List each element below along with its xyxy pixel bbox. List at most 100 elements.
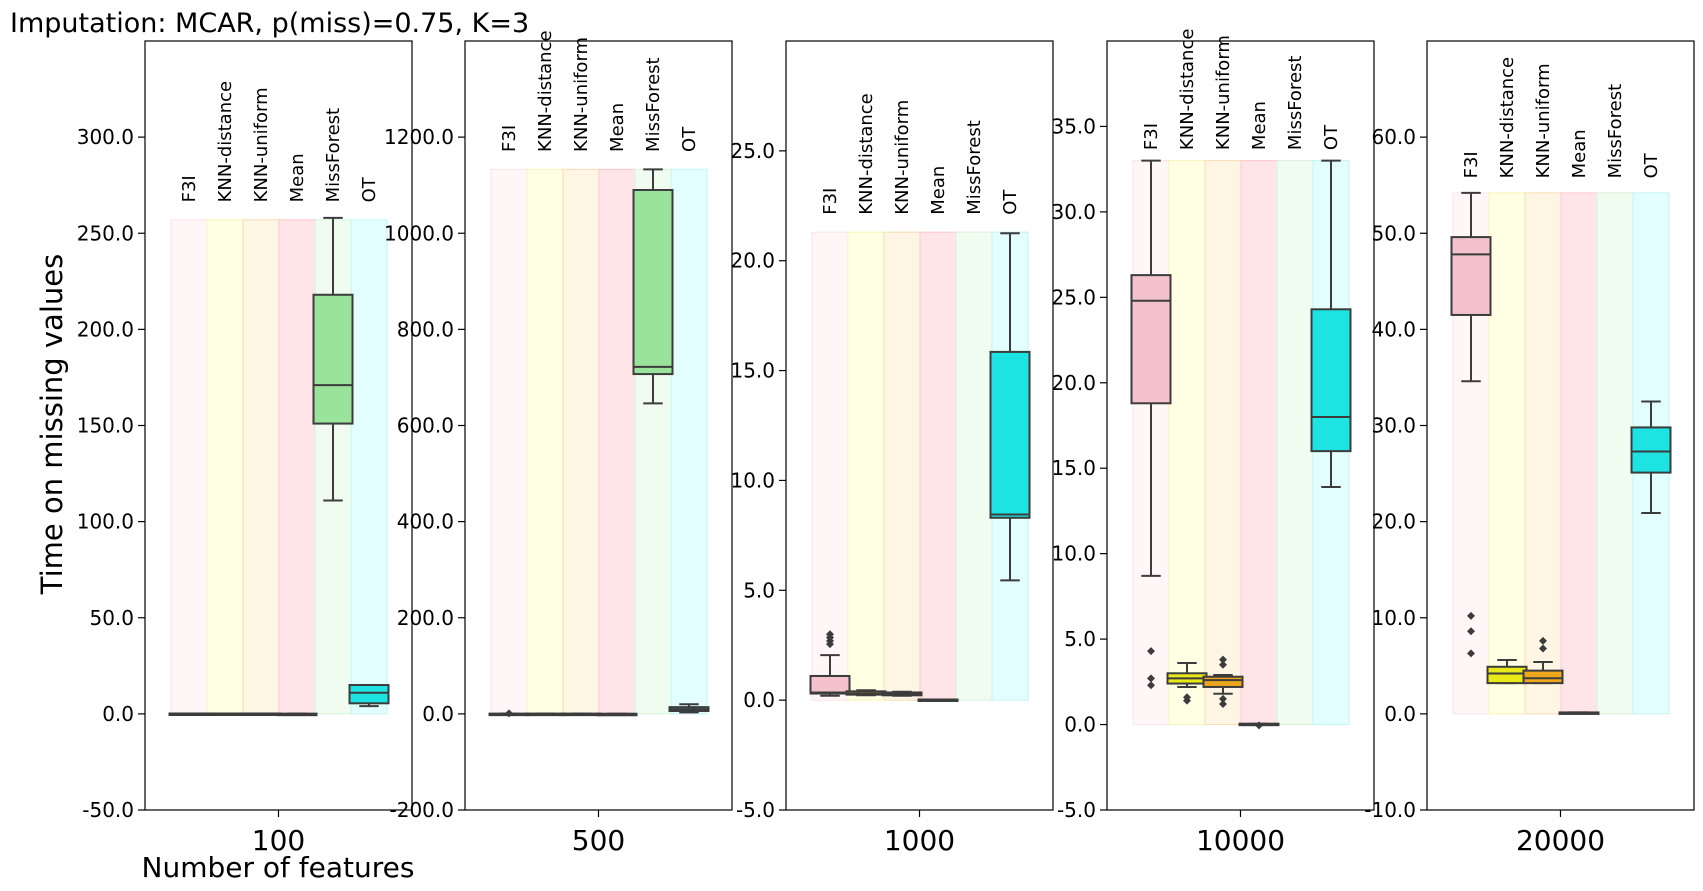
outlier-point: [1539, 644, 1547, 653]
box-f3i: [809, 674, 851, 695]
y-tick-label: 50.0: [89, 606, 134, 630]
box-knn-uniform: [1522, 669, 1564, 685]
outlier-point: [1255, 721, 1263, 730]
y-tick-label: 10.0: [730, 468, 775, 492]
band-knn-uniform: [883, 231, 921, 701]
band-knn-uniform: [242, 219, 280, 715]
outlier-point: [1219, 655, 1227, 664]
method-label: Mean: [1249, 101, 1270, 150]
box-ot: [1310, 308, 1352, 453]
y-tick-label: 400.0: [397, 510, 454, 534]
box-knn-uniform: [1202, 675, 1244, 688]
band-missforest: [1596, 192, 1634, 715]
method-label: OT: [1641, 152, 1662, 178]
panel-10000: F3I KNN-distance KNN-uniform Mean MissForest…: [1051, 29, 1375, 857]
method-label: F3I: [499, 125, 520, 152]
y-tick-label: 1200.0: [384, 125, 454, 149]
method-label: Mean: [1569, 129, 1590, 178]
y-tick-label: 5.0: [743, 578, 775, 602]
band-f3i: [811, 231, 849, 701]
y-tick-label: 600.0: [397, 414, 454, 438]
outlier-point: [1183, 693, 1191, 702]
method-label: MissForest: [1605, 84, 1626, 179]
y-tick-label: -50.0: [82, 798, 134, 822]
method-label: OT: [359, 176, 380, 202]
y-tick-label: 250.0: [77, 221, 134, 245]
panel-500: F3I KNN-distance KNN-uniform Mean MissForest…: [384, 30, 733, 857]
band-mean: [919, 231, 957, 701]
method-label: OT: [679, 126, 700, 152]
x-tick-label: 10000: [1196, 824, 1285, 857]
y-tick-label: 0.0: [1384, 702, 1416, 726]
method-label: Mean: [607, 103, 628, 152]
method-label: KNN-uniform: [571, 37, 592, 152]
y-tick-label: 300.0: [77, 125, 134, 149]
x-tick-label: 20000: [1516, 824, 1605, 857]
method-label: KNN-uniform: [1533, 63, 1554, 178]
outlier-point: [1219, 660, 1227, 669]
band-knn-uniform: [1204, 160, 1242, 726]
method-label: KNN-uniform: [892, 100, 913, 215]
outlier-point: [1539, 636, 1547, 645]
y-axis-label: Time on missing values: [35, 254, 69, 595]
outlier-point: [1147, 681, 1155, 690]
outlier-point: [505, 709, 513, 718]
outlier-point: [1219, 694, 1227, 703]
panel-20000: F3I KNN-distance KNN-uniform Mean MissForest…: [1364, 40, 1695, 857]
y-tick-label: 10.0: [1051, 542, 1096, 566]
y-tick-label: 0.0: [743, 688, 775, 712]
band-knn-uniform: [1524, 192, 1562, 715]
y-tick-label: 30.0: [1051, 200, 1096, 224]
y-tick-label: -5.0: [1057, 798, 1096, 822]
band-knn-distance: [1488, 192, 1526, 715]
method-label: KNN-distance: [856, 93, 877, 215]
y-tick-label: 20.0: [1371, 510, 1416, 534]
panel-100: F3I KNN-distance KNN-uniform Mean MissForest…: [77, 40, 413, 857]
band-knn-distance: [847, 231, 885, 701]
band-missforest: [1276, 160, 1314, 726]
y-tick-label: 200.0: [397, 606, 454, 630]
method-label: KNN-distance: [535, 30, 556, 152]
y-tick-label: 5.0: [1064, 627, 1096, 651]
method-label: F3I: [179, 175, 200, 202]
y-tick-label: 20.0: [730, 249, 775, 273]
band-ot: [670, 168, 708, 715]
box-ot: [989, 350, 1031, 519]
method-label: KNN-distance: [1497, 57, 1518, 179]
y-tick-label: 100.0: [77, 510, 134, 534]
method-label: OT: [1000, 189, 1021, 215]
method-label: MissForest: [323, 108, 344, 203]
box-ot: [1630, 426, 1672, 474]
y-tick-label: 20.0: [1051, 371, 1096, 395]
method-label: KNN-uniform: [1213, 35, 1234, 150]
band-knn-distance: [1168, 160, 1206, 726]
method-label: OT: [1321, 124, 1342, 150]
box-missforest: [632, 188, 674, 376]
method-label: KNN-uniform: [251, 87, 272, 202]
y-tick-label: 0.0: [422, 702, 454, 726]
method-label: MissForest: [964, 120, 985, 215]
y-tick-label: 10.0: [1371, 606, 1416, 630]
y-tick-label: 1000.0: [384, 221, 454, 245]
band-f3i: [490, 168, 528, 715]
x-axis-label: Number of features: [142, 851, 415, 884]
x-tick-label: 500: [572, 824, 625, 857]
x-tick-label: 100: [252, 824, 305, 857]
y-tick-label: 60.0: [1371, 125, 1416, 149]
y-tick-label: 15.0: [730, 359, 775, 383]
y-tick-label: 40.0: [1371, 317, 1416, 341]
box-f3i: [1450, 236, 1492, 316]
figure-title: Imputation: MCAR, p(miss)=0.75, K=3: [10, 8, 529, 39]
y-tick-label: 35.0: [1051, 114, 1096, 138]
band-missforest: [955, 231, 993, 701]
y-tick-label: 200.0: [77, 317, 134, 341]
y-tick-label: 30.0: [1371, 414, 1416, 438]
method-label: F3I: [1461, 151, 1482, 178]
outlier-point: [826, 630, 834, 639]
y-tick-label: -5.0: [736, 798, 775, 822]
y-tick-label: 0.0: [102, 702, 134, 726]
method-label: MissForest: [1285, 56, 1306, 151]
outlier-point: [1219, 700, 1227, 709]
y-tick-label: -10.0: [1364, 798, 1416, 822]
y-tick-label: 25.0: [1051, 285, 1096, 309]
